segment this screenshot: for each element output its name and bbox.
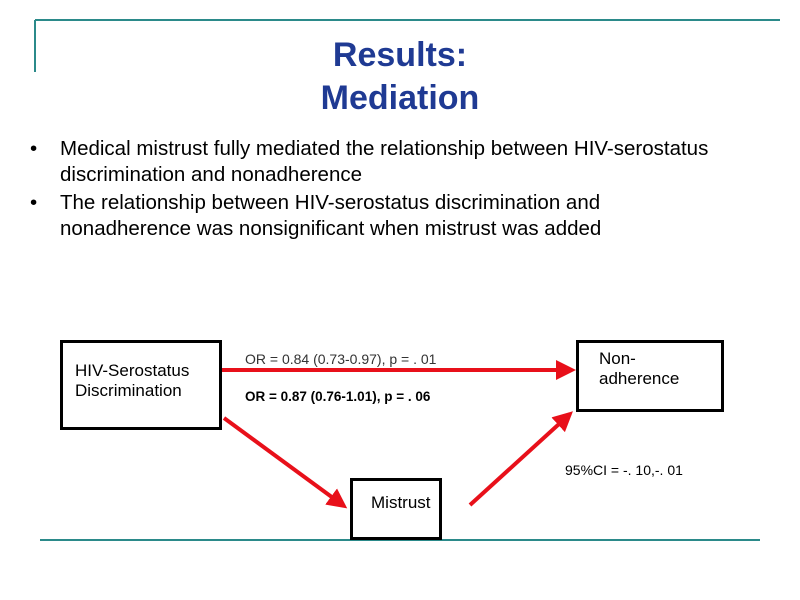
node-box: Mistrust [350,478,442,540]
bullet: The relationship between HIV-serostatus … [30,190,730,242]
edge-label: 95%CI = -. 10,-. 01 [565,462,683,478]
node-label: HIV-Serostatus [75,361,190,380]
node-label: Discrimination [75,381,182,400]
node-label: adherence [599,369,680,388]
node-box: Non- adherence [576,340,724,412]
bullet: Medical mistrust fully mediated the rela… [30,136,730,188]
node-box: HIV-Serostatus Discrimination [60,340,222,430]
arrow [222,416,348,509]
arrow [468,411,573,507]
bullet-list: Medical mistrust fully mediated the rela… [30,136,730,244]
node-label: Mistrust [371,493,431,512]
edge-label: OR = 0.87 (0.76-1.01), p = . 06 [245,389,431,404]
node-label: Non- [599,349,636,368]
title-line: Results: [332,36,468,74]
edge-label: OR = 0.84 (0.73-0.97), p = . 01 [245,351,437,367]
title-line: Mediation [320,79,480,117]
